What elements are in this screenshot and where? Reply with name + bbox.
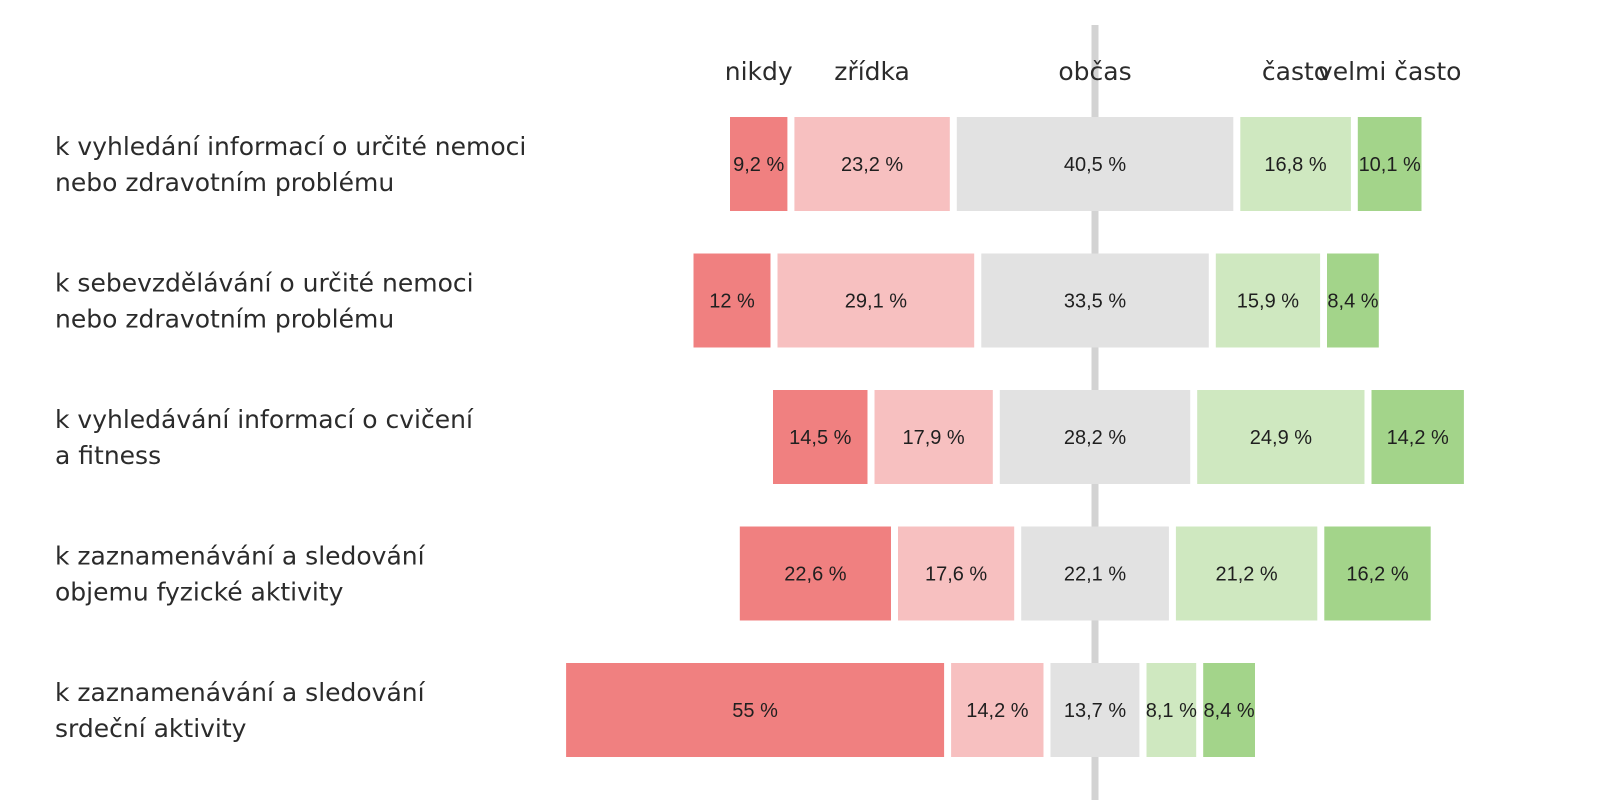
data-label: 8,4 % xyxy=(1204,700,1255,722)
bar-segment xyxy=(1240,117,1351,211)
data-label: 10,1 % xyxy=(1359,154,1421,176)
bar-segment xyxy=(739,526,891,621)
data-label: 21,2 % xyxy=(1215,564,1277,586)
bar-segment xyxy=(999,390,1191,484)
data-label: 22,1 % xyxy=(1064,564,1126,586)
data-label: 8,4 % xyxy=(1327,291,1378,313)
data-label: 24,9 % xyxy=(1250,427,1312,449)
data-label: 40,5 % xyxy=(1064,154,1126,176)
bar-segment xyxy=(951,663,1044,757)
data-label: 15,9 % xyxy=(1237,291,1299,313)
data-label: 17,6 % xyxy=(925,564,987,586)
category-label: k sebevzdělávání o určité nemoci nebo zdr… xyxy=(55,269,474,334)
bar-segment xyxy=(1215,253,1321,348)
bar-segment xyxy=(1324,526,1431,621)
bar-segment xyxy=(1146,663,1197,757)
bar-segment xyxy=(956,117,1234,211)
category-label: k zaznamenávání a sledování srdeční aktiv… xyxy=(55,678,426,743)
data-label: 23,2 % xyxy=(841,154,903,176)
bar-segment xyxy=(1021,526,1169,621)
bar-segment xyxy=(730,117,788,211)
data-label: 22,6 % xyxy=(784,564,846,586)
data-label: 16,2 % xyxy=(1346,564,1408,586)
bar-segment xyxy=(794,117,950,211)
bar-segment xyxy=(1357,117,1422,211)
bars-group xyxy=(566,117,1464,757)
legend-item: často xyxy=(1262,57,1329,86)
bar-segment xyxy=(1203,663,1255,757)
legend-item: nikdy xyxy=(725,57,793,86)
legend-item: velmi často xyxy=(1318,57,1462,86)
data-label: 13,7 % xyxy=(1064,700,1126,722)
data-label: 14,5 % xyxy=(789,427,851,449)
data-label: 12 % xyxy=(709,291,755,313)
data-label: 8,1 % xyxy=(1146,700,1197,722)
data-label: 33,5 % xyxy=(1064,291,1126,313)
category-label: k vyhledávání informací o cvičení a fitne… xyxy=(55,405,474,470)
data-label: 16,8 % xyxy=(1264,154,1326,176)
bar-segment xyxy=(1050,663,1140,757)
data-label: 9,2 % xyxy=(733,154,784,176)
bar-segment xyxy=(773,390,868,484)
data-label: 14,2 % xyxy=(1387,427,1449,449)
legend-item: zřídka xyxy=(834,57,910,86)
category-labels-group: k vyhledání informací o určité nemoci neb… xyxy=(55,132,526,743)
bar-segment xyxy=(566,663,945,757)
bar-segment xyxy=(777,253,975,348)
bar-segment xyxy=(1327,253,1379,348)
bar-segment xyxy=(693,253,771,348)
bar-segment xyxy=(1371,390,1464,484)
category-label: k zaznamenávání a sledování objemu fyzick… xyxy=(55,542,426,607)
data-label: 29,1 % xyxy=(845,291,907,313)
bar-segment xyxy=(981,253,1209,348)
data-label: 55 % xyxy=(732,700,778,722)
value-labels-group: 9,2 % 23,2 % 40,5 % 16,8 % 10,1 % 12 % 29,1 % 3… xyxy=(709,154,1449,722)
data-label: 17,9 % xyxy=(902,427,964,449)
category-label: k vyhledání informací o určité nemoci neb… xyxy=(55,132,526,197)
bar-segment xyxy=(1175,526,1318,621)
data-label: 28,2 % xyxy=(1064,427,1126,449)
bar-segment xyxy=(874,390,993,484)
data-label: 14,2 % xyxy=(966,700,1028,722)
bar-segment xyxy=(1197,390,1365,484)
legend-item: občas xyxy=(1058,57,1131,86)
bar-segment xyxy=(898,526,1015,621)
